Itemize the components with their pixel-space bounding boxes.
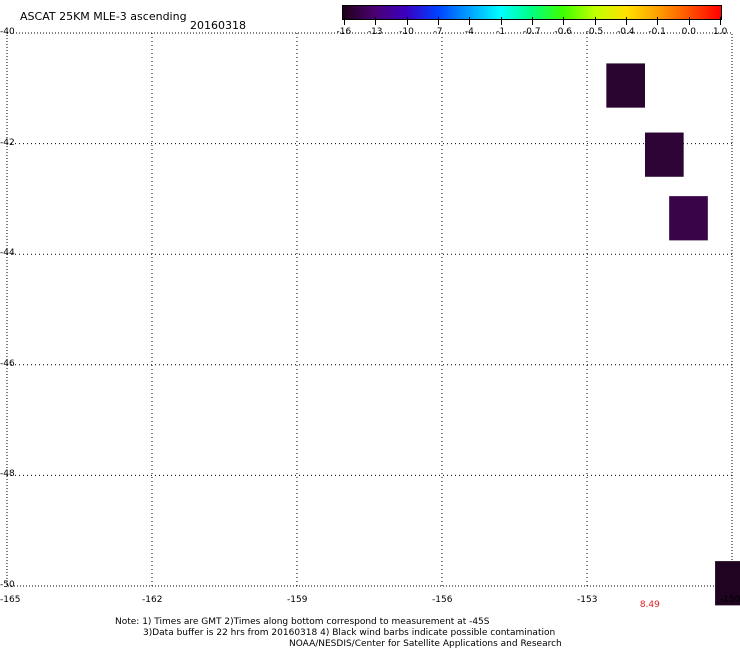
data-cell — [606, 63, 645, 108]
note-line-1: Note: 1) Times are GMT 2)Times along bot… — [115, 617, 490, 627]
colorbar-label: -0.5 — [585, 27, 604, 37]
colorbar-label: -1 — [496, 27, 506, 37]
colorbar-tick — [469, 17, 471, 25]
lon-label: -159 — [287, 595, 308, 605]
data-cell — [669, 196, 708, 241]
lat-label: -46 — [0, 358, 15, 369]
colorbar-label: -4 — [464, 27, 474, 37]
lat-label: -40 — [0, 27, 15, 37]
note-line-3: NOAA/NESDIS/Center for Satellite Applica… — [289, 639, 562, 649]
colorbar-label: 1.0 — [713, 27, 728, 37]
data-cell — [645, 132, 684, 177]
lat-label: -50 — [0, 580, 15, 590]
colorbar-tick — [532, 17, 533, 25]
colorbar-tick — [344, 17, 345, 25]
colorbar-tick — [688, 17, 690, 25]
map-title: ASCAT 25KM MLE-3 ascending — [20, 10, 187, 23]
lon-label: -156 — [432, 595, 453, 605]
colorbar-tick — [594, 17, 596, 25]
colorbar-label: -0.7 — [523, 27, 541, 37]
colorbar-label: -0.6 — [554, 27, 572, 37]
colorbar-tick — [657, 17, 659, 25]
colorbar-tick — [626, 17, 627, 25]
colorbar-tick — [563, 17, 565, 25]
plot-frame — [6, 32, 733, 587]
lon-label: -165 — [0, 595, 21, 605]
colorbar-tick — [406, 17, 408, 25]
colorbar-label: -16 — [336, 27, 352, 37]
lat-label: -42 — [0, 137, 15, 148]
lon-label: -162 — [142, 595, 163, 605]
lat-label: -44 — [0, 248, 15, 259]
colorbar-label: -13 — [367, 27, 383, 37]
colorbar-label: -7 — [433, 27, 443, 37]
colorbar-label: -10 — [399, 27, 414, 37]
colorbar-tick — [720, 17, 721, 25]
lat-label: -48 — [0, 469, 15, 480]
colorbar-label: -0.4 — [617, 27, 635, 37]
data-cell — [715, 561, 740, 606]
lon-label: -153 — [577, 595, 598, 605]
note-line-2: 3)Data buffer is 22 hrs from 20160318 4)… — [143, 628, 556, 638]
map-date: 20160318 — [190, 19, 246, 32]
colorbar-tick — [375, 17, 377, 25]
time-label: 8.49 — [639, 600, 660, 610]
colorbar-tick — [438, 17, 439, 25]
colorbar-label: 0.0 — [681, 27, 696, 37]
colorbar-tick — [500, 17, 502, 25]
lon-label: -150 — [720, 595, 740, 605]
colorbar-label: -0.1 — [648, 27, 666, 37]
